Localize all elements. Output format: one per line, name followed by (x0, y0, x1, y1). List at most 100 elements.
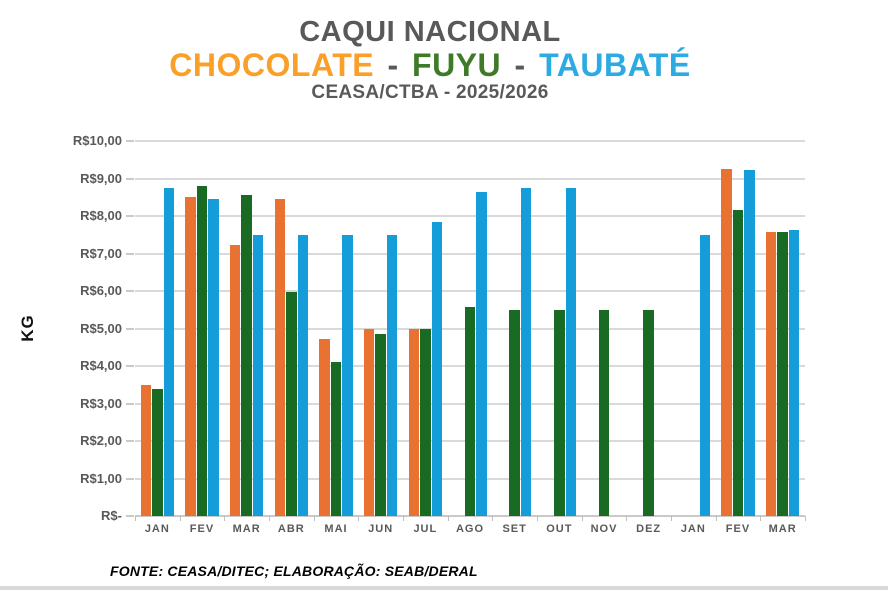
bar-chocolate-jan-0 (140, 384, 152, 516)
legend-separator-2: - (501, 47, 540, 83)
gridline (135, 177, 805, 180)
x-tick-label-mar-2: MAR (232, 523, 261, 535)
y-axis-tick (126, 402, 134, 405)
chart-title: CAQUI NACIONAL (299, 16, 561, 48)
x-tick-label-jan-12: JAN (680, 523, 706, 535)
y-tick-label: R$7,00 (80, 245, 122, 261)
y-axis-tick (126, 440, 134, 442)
bar-taubaté-out-9 (565, 187, 577, 516)
bar-fuyu-fev-1 (196, 186, 208, 516)
y-axis-tick (126, 515, 134, 517)
x-axis-tick (805, 516, 806, 521)
x-axis-line (135, 515, 805, 517)
x-tick-label-fev-13: FEV (725, 523, 751, 535)
bar-taubaté-jan-0 (163, 187, 175, 516)
legend-line: CHOCOLATE - FUYU - TAUBATÉ (0, 48, 874, 82)
x-axis-tick (581, 516, 583, 521)
y-tick-label: R$- (101, 508, 122, 523)
y-axis-tick (126, 140, 134, 142)
legend-taubate: TAUBATÉ (539, 47, 691, 83)
y-axis-tick (126, 215, 134, 217)
y-tick-label: R$9,00 (80, 170, 122, 186)
bar-fuyu-jun-5 (375, 334, 386, 516)
y-tick-label: R$1,00 (80, 470, 122, 486)
chart-subtitle: CEASA/CTBA - 2025/2026 (311, 82, 549, 103)
x-tick-label-jun-5: JUN (368, 523, 394, 535)
bar-taubaté-mar-2 (252, 234, 264, 516)
x-axis-tick (492, 516, 494, 521)
x-tick-label-dez-11: DEZ (636, 523, 662, 535)
bar-taubaté-jul-6 (431, 221, 443, 516)
bar-taubaté-ago-7 (476, 192, 487, 516)
bar-chocolate-jul-6 (408, 328, 420, 516)
x-axis-tick (760, 516, 762, 521)
bar-chocolate-jun-5 (363, 328, 375, 516)
bar-fuyu-mai-4 (330, 362, 342, 516)
x-axis-tick (537, 516, 538, 521)
bar-chocolate-fev-13 (721, 169, 732, 516)
bar-taubaté-mai-4 (342, 234, 353, 516)
bar-fuyu-ago-7 (464, 306, 476, 516)
x-tick-label-mar-14: MAR (768, 523, 797, 535)
y-tick-label: R$4,00 (80, 358, 122, 373)
bar-chocolate-mai-4 (319, 338, 330, 516)
y-axis-tick (126, 327, 134, 330)
plot-area: R$10,00 R$9,00 R$8,00 R$7,00 R$6,00 R$5,00 R$4… (73, 133, 806, 535)
gridline (135, 290, 805, 292)
y-tick-label: R$8,00 (80, 208, 122, 223)
x-axis-tick (224, 516, 226, 521)
y-tick-label: R$6,00 (80, 283, 122, 298)
x-tick-label-nov-10: NOV (590, 523, 618, 535)
legend-fuyu: FUYU (412, 47, 502, 83)
bar-chocolate-abr-3 (274, 199, 286, 516)
x-tick-label-set-8: SET (502, 523, 527, 535)
y-axis-tick (126, 365, 134, 367)
bar-taubaté-jan-12 (699, 234, 711, 516)
bar-fuyu-mar-2 (241, 194, 252, 516)
bar-fuyu-set-8 (509, 309, 520, 516)
x-axis-tick (447, 516, 449, 521)
y-tick-label: R$5,00 (80, 320, 122, 336)
y-axis-tick (126, 290, 134, 292)
bar-fuyu-dez-11 (643, 309, 654, 516)
source-note: FONTE: CEASA/DITEC; ELABORAÇÃO: SEAB/DER… (110, 563, 478, 579)
y-axis-tick (126, 477, 134, 480)
bar-taubaté-set-8 (520, 187, 532, 516)
x-axis-tick (135, 516, 136, 521)
x-tick-label-jan-0: JAN (144, 523, 170, 535)
gridline (135, 252, 805, 255)
bar-taubaté-mar-14 (788, 230, 800, 516)
x-tick-label-ago-7: AGO (455, 523, 485, 535)
x-tick-label-out-9: OUT (546, 523, 573, 535)
bar-fuyu-nov-10 (598, 309, 610, 516)
bar-fuyu-abr-3 (286, 292, 297, 516)
bar-taubaté-fev-13 (744, 170, 755, 516)
gridline (135, 215, 805, 217)
bar-chocolate-fev-1 (185, 197, 196, 516)
legend-chocolate: CHOCOLATE (169, 47, 375, 83)
x-axis-tick (313, 516, 315, 521)
y-axis-tick (126, 177, 134, 180)
y-axis-tick (126, 252, 134, 255)
x-axis-tick (626, 516, 628, 521)
x-axis-tick (403, 516, 404, 521)
legend-separator-1: - (374, 47, 413, 83)
y-tick-label: R$2,00 (80, 433, 122, 448)
bottom-edge-strip (0, 586, 888, 590)
x-tick-label-jul-6: JUL (413, 523, 438, 535)
x-axis-tick (358, 516, 360, 521)
bar-chocolate-mar-2 (229, 245, 241, 516)
x-axis-tick (671, 516, 672, 521)
x-axis-tick (715, 516, 717, 521)
bar-taubaté-abr-3 (297, 234, 309, 516)
gridline (135, 140, 805, 142)
y-tick-label: R$3,00 (80, 395, 122, 411)
x-axis-tick (269, 516, 270, 521)
bar-fuyu-mar-14 (777, 232, 788, 516)
bar-fuyu-fev-13 (732, 209, 744, 516)
x-tick-label-abr-3: ABR (277, 523, 305, 535)
bar-chocolate-mar-14 (765, 232, 777, 516)
y-tick-label: R$10,00 (72, 133, 122, 148)
title-block: CAQUI NACIONAL CHOCOLATE - FUYU - TAUBAT… (0, 0, 874, 104)
